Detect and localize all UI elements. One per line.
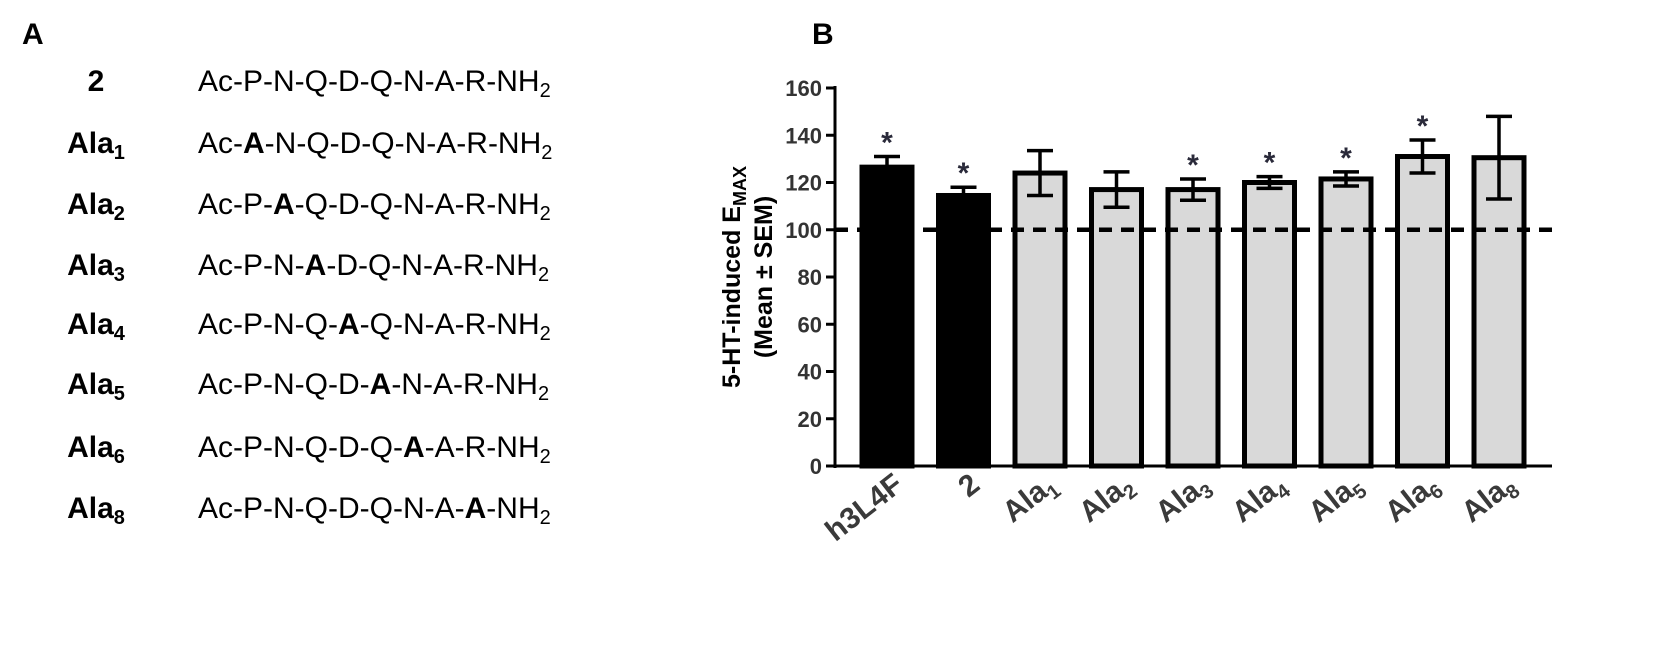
peptide-name-subscript: 4 bbox=[113, 323, 125, 345]
amide-subscript: 2 bbox=[539, 203, 551, 225]
amide-subscript: 2 bbox=[539, 446, 551, 468]
y-tick-label: 40 bbox=[798, 360, 822, 385]
x-category-label: Ala8 bbox=[1455, 468, 1524, 534]
peptide-name-subscript: 6 bbox=[113, 446, 125, 468]
peptide-sequence: Ac-P-N-Q-D-Q-N-A-A-NH2 bbox=[198, 492, 551, 529]
significance-marker: * bbox=[1417, 110, 1429, 143]
amide-subscript: 2 bbox=[537, 264, 550, 286]
x-category-subscript: 3 bbox=[1196, 480, 1218, 504]
peptide-sequence: Ac-P-N-Q-D-Q-N-A-R-NH2 bbox=[198, 65, 551, 102]
x-category-subscript: 4 bbox=[1273, 480, 1296, 505]
amide-subscript: 2 bbox=[541, 142, 553, 164]
x-category-subscript: 8 bbox=[1502, 480, 1524, 504]
peptide-name-subscript: 2 bbox=[113, 203, 125, 225]
y-tick-label: 20 bbox=[798, 407, 822, 432]
x-category-label: Ala1 bbox=[996, 468, 1065, 534]
x-category-subscript: 1 bbox=[1043, 480, 1065, 504]
y-tick-label: 80 bbox=[798, 265, 822, 290]
x-category-label: Ala5 bbox=[1302, 468, 1371, 534]
bar bbox=[1242, 180, 1297, 469]
substituted-residue: A bbox=[369, 368, 392, 401]
x-category-label: Ala6 bbox=[1379, 468, 1448, 534]
significance-marker: * bbox=[881, 127, 893, 160]
y-tick-label: 60 bbox=[798, 312, 822, 337]
x-category-label: 2 bbox=[952, 468, 985, 504]
amide-subscript: 2 bbox=[539, 80, 551, 102]
significance-marker: * bbox=[1264, 147, 1276, 180]
y-tick-label: 0 bbox=[810, 454, 822, 479]
peptide-sequence: Ac-P-N-Q-A-Q-N-A-R-NH2 bbox=[198, 308, 551, 345]
substituted-residue: A bbox=[464, 492, 487, 525]
x-category-label: Ala4 bbox=[1226, 467, 1296, 533]
panel-label-b: B bbox=[812, 18, 834, 51]
substituted-residue: A bbox=[402, 431, 425, 464]
peptide-name: Ala3 bbox=[67, 249, 125, 286]
peptide-name: Ala5 bbox=[67, 368, 125, 405]
y-axis-label-line2: (Mean ± SEM) bbox=[750, 196, 778, 358]
bar bbox=[936, 192, 991, 469]
y-tick-label: 160 bbox=[785, 76, 822, 101]
amide-subscript: 2 bbox=[537, 383, 550, 405]
substituted-residue: A bbox=[273, 188, 295, 221]
y-tick-label: 140 bbox=[785, 123, 822, 148]
x-category-subscript: 5 bbox=[1349, 480, 1371, 504]
peptide-name-subscript: 8 bbox=[113, 507, 125, 529]
peptide-name: Ala4 bbox=[67, 308, 125, 345]
bar bbox=[1471, 155, 1527, 469]
amide-subscript: 2 bbox=[539, 323, 551, 345]
peptide-name: 2 bbox=[87, 65, 105, 98]
substituted-residue: A bbox=[304, 249, 327, 282]
x-category-label: h3L4F bbox=[819, 468, 909, 548]
peptide-name-subscript: 3 bbox=[113, 264, 125, 286]
panel-label-a: A bbox=[22, 18, 44, 51]
significance-marker: * bbox=[1340, 142, 1352, 175]
peptide-name: Ala2 bbox=[67, 188, 125, 225]
peptide-name: Ala8 bbox=[67, 492, 125, 529]
substituted-residue: A bbox=[243, 127, 265, 160]
peptide-name: Ala1 bbox=[67, 127, 125, 164]
x-category-label: Ala2 bbox=[1073, 468, 1142, 534]
x-category-label: Ala3 bbox=[1149, 468, 1218, 534]
bar bbox=[859, 164, 915, 469]
peptide-name: Ala6 bbox=[67, 431, 125, 468]
peptide-sequence: Ac-P-N-A-D-Q-N-A-R-NH2 bbox=[198, 249, 550, 286]
peptide-sequence: Ac-P-A-Q-D-Q-N-A-R-NH2 bbox=[198, 188, 551, 225]
peptide-sequence: Ac-P-N-Q-D-A-N-A-R-NH2 bbox=[198, 368, 550, 405]
amide-subscript: 2 bbox=[539, 507, 551, 529]
y-tick-label: 120 bbox=[785, 171, 822, 196]
bar bbox=[1318, 176, 1374, 469]
peptide-sequence: Ac-P-N-Q-D-Q-A-A-R-NH2 bbox=[198, 431, 551, 468]
y-axis-label-line1: 5-HT-induced EMAX bbox=[718, 166, 750, 388]
peptide-name-subscript: 5 bbox=[113, 383, 125, 405]
x-category-subscript: 2 bbox=[1120, 480, 1142, 504]
bar bbox=[1395, 154, 1450, 469]
y-tick-label: 100 bbox=[785, 218, 822, 243]
substituted-residue: A bbox=[337, 308, 360, 341]
x-category-subscript: 6 bbox=[1426, 480, 1448, 504]
peptide-name-subscript: 1 bbox=[113, 142, 125, 164]
y-axis-label-subscript: MAX bbox=[730, 166, 750, 206]
bar bbox=[1012, 170, 1068, 469]
significance-marker: * bbox=[958, 157, 970, 190]
significance-marker: * bbox=[1187, 149, 1199, 182]
peptide-sequence: Ac-A-N-Q-D-Q-N-A-R-NH2 bbox=[198, 127, 553, 164]
